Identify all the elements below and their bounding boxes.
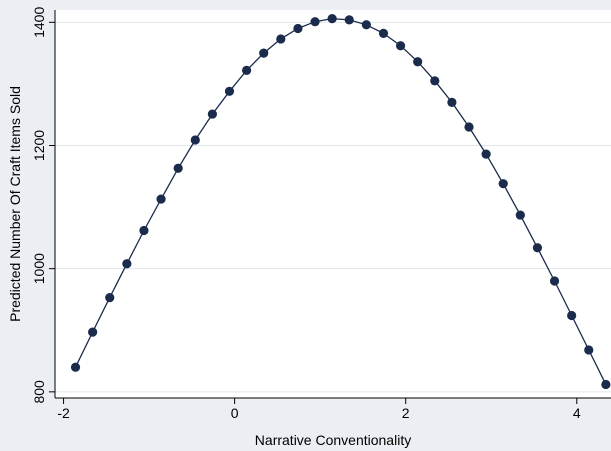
x-tick-label: -2 bbox=[57, 405, 70, 421]
data-point bbox=[532, 243, 543, 253]
x-tick-label: 4 bbox=[573, 405, 581, 421]
data-point bbox=[276, 34, 286, 44]
y-axis-ticks: 800 1000 1200 1400 bbox=[31, 7, 55, 404]
data-points bbox=[70, 14, 611, 390]
data-point bbox=[601, 379, 611, 390]
data-point bbox=[105, 293, 115, 303]
data-point bbox=[122, 259, 132, 269]
data-point bbox=[447, 97, 457, 107]
data-point bbox=[88, 327, 98, 337]
data-point bbox=[498, 179, 508, 189]
data-point bbox=[395, 41, 406, 51]
y-tick-label: 1400 bbox=[31, 7, 47, 38]
data-point bbox=[207, 109, 217, 119]
data-point bbox=[378, 28, 389, 39]
data-point bbox=[139, 225, 149, 236]
data-point bbox=[190, 135, 200, 145]
data-point bbox=[344, 15, 354, 25]
data-point bbox=[173, 163, 183, 173]
y-axis-title: Predicted Number Of Craft Items Sold bbox=[7, 86, 23, 322]
x-tick-label: 2 bbox=[402, 405, 410, 421]
data-point bbox=[327, 14, 337, 24]
x-axis-title: Narrative Conventionality bbox=[255, 432, 411, 448]
series-line bbox=[74, 17, 607, 385]
plot-area bbox=[55, 10, 611, 398]
y-tick-label: 800 bbox=[31, 380, 47, 404]
data-point bbox=[259, 48, 269, 58]
data-point bbox=[224, 86, 235, 96]
data-point bbox=[549, 276, 560, 286]
x-tick-label: 0 bbox=[231, 405, 239, 421]
data-point bbox=[156, 194, 166, 204]
data-point bbox=[293, 23, 303, 34]
data-point bbox=[70, 362, 81, 372]
data-point bbox=[481, 149, 491, 159]
data-point bbox=[310, 17, 320, 27]
data-point bbox=[242, 65, 252, 75]
data-point bbox=[567, 310, 577, 321]
y-tick-label: 1000 bbox=[31, 253, 47, 284]
data-point bbox=[430, 76, 440, 86]
y-tick-label: 1200 bbox=[31, 130, 47, 161]
data-point bbox=[584, 345, 594, 355]
data-point bbox=[464, 122, 474, 132]
data-point bbox=[515, 210, 525, 220]
data-point bbox=[413, 57, 423, 67]
x-axis-ticks: -2 0 2 4 bbox=[57, 398, 581, 421]
data-point bbox=[361, 20, 371, 30]
